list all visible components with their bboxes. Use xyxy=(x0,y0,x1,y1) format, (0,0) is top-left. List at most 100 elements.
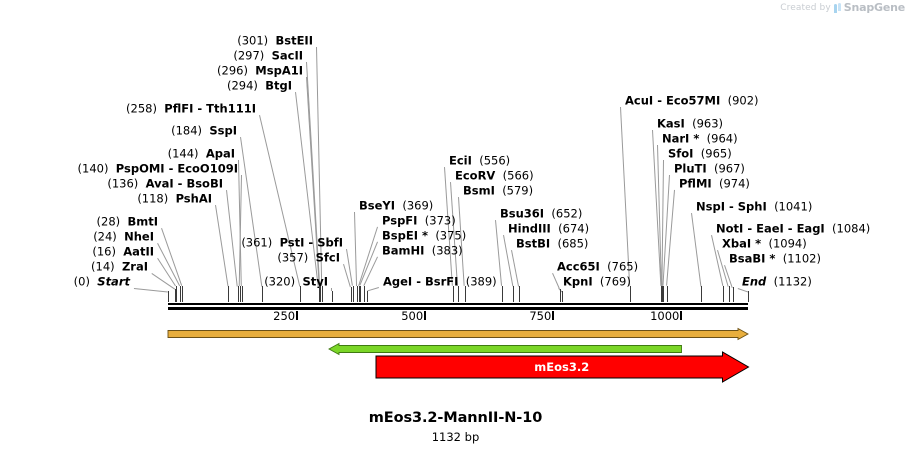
site-tick xyxy=(168,291,169,302)
site-tick xyxy=(318,286,320,302)
site-label-nhei: (24) NheI xyxy=(93,229,154,244)
site-label-acuieco57mi: AcuI - Eco57MI (902) xyxy=(625,93,759,108)
ruler-label-500: 500 xyxy=(401,309,424,323)
site-label-ecorv: EcoRV (566) xyxy=(455,168,534,183)
site-label-nari: NarI * (964) xyxy=(662,131,738,146)
site-tick xyxy=(667,286,669,302)
site-label-zrai: (14) ZraI xyxy=(91,259,148,274)
site-label-bseyi: BseYI (369) xyxy=(359,198,434,213)
site-tick xyxy=(322,286,324,302)
site-label-notieaeieagi: NotI - EaeI - EagI (1084) xyxy=(716,221,871,236)
site-tick xyxy=(364,286,366,302)
site-label-sfoi: SfoI (965) xyxy=(668,146,732,161)
site-tick xyxy=(367,291,369,302)
leader-line xyxy=(226,190,238,287)
site-label-pspfi: PspFI (373) xyxy=(382,213,456,228)
site-tick xyxy=(661,286,663,302)
site-label-xbai: XbaI * (1094) xyxy=(722,236,807,251)
site-label-pflmi: PflMI (974) xyxy=(679,176,750,191)
leader-line xyxy=(503,235,514,287)
construct-length: 1132 bp xyxy=(431,430,480,444)
site-tick xyxy=(662,286,664,302)
site-tick xyxy=(502,286,504,302)
site-tick xyxy=(241,286,243,302)
site-tick xyxy=(175,288,177,302)
site-tick xyxy=(663,286,665,302)
site-label-pluti: PluTI (967) xyxy=(674,161,745,176)
site-tick xyxy=(360,286,362,302)
leader-line xyxy=(737,288,748,293)
leader-line xyxy=(367,287,379,292)
leader-line xyxy=(240,137,263,287)
feature-arrow-mEos3.2 xyxy=(375,351,749,383)
site-label-bspei: BspEI * (375) xyxy=(382,228,467,243)
snapgene-watermark: Created by SnapGene xyxy=(780,2,905,14)
site-label-pshai: (118) PshAI xyxy=(137,191,212,206)
site-tick xyxy=(319,286,321,302)
site-tick xyxy=(748,291,749,302)
site-label-bmti: (28) BmtI xyxy=(96,214,158,229)
site-tick xyxy=(732,287,734,302)
ruler-label-750: 750 xyxy=(529,309,552,323)
snapgene-logo-icon xyxy=(833,2,841,14)
site-tick xyxy=(452,286,454,302)
site-tick xyxy=(300,286,302,302)
site-label-kasi: KasI (963) xyxy=(657,116,724,131)
site-label-bsabi: BsaBI * (1102) xyxy=(729,251,821,266)
site-label-end: End (1132) xyxy=(742,274,812,289)
site-label-pstisbfi: (361) PstI - SbfI xyxy=(241,235,343,250)
site-tick xyxy=(262,286,264,302)
site-label-bsu36i: Bsu36I (652) xyxy=(500,206,583,221)
site-tick xyxy=(180,286,182,302)
site-label-ecii: EciI (556) xyxy=(449,153,511,168)
site-label-kpni: KpnI (769) xyxy=(563,274,631,289)
site-tick xyxy=(559,288,561,302)
site-label-btgi: (294) BtgI xyxy=(226,78,292,93)
site-tick xyxy=(701,286,703,302)
site-tick xyxy=(513,286,515,302)
site-label-mspa1i: (296) MspA1I xyxy=(217,63,303,78)
site-label-bsmi: BsmI (579) xyxy=(463,183,534,198)
ruler-tick-250 xyxy=(296,311,299,320)
ruler-label-1000: 1000 xyxy=(650,309,680,323)
site-tick xyxy=(237,286,239,302)
site-label-sspi: (184) SspI xyxy=(171,123,237,138)
site-tick xyxy=(228,286,230,302)
backbone-rule-t xyxy=(168,303,748,305)
leader-line xyxy=(354,212,358,287)
site-label-sfci: (357) SfcI xyxy=(277,250,340,265)
site-label-bsteii: (301) BstEII xyxy=(237,33,313,48)
site-label-nspisphi: NspI - SphI (1041) xyxy=(696,199,813,214)
feature-arrow-orange-region xyxy=(167,327,749,340)
site-tick xyxy=(320,286,322,302)
site-label-bstbi: BstBI (685) xyxy=(516,236,589,251)
watermark-created-by-label: Created by xyxy=(780,3,831,13)
construct-title: mEos3.2-MannII-N-10 xyxy=(368,410,543,426)
feature-label-mEos3.2: mEos3.2 xyxy=(534,360,590,374)
leader-line xyxy=(133,288,168,293)
site-label-avaibsobi: (136) AvaI - BsoBI xyxy=(107,176,223,191)
feature-arrow-green-region xyxy=(327,342,682,355)
site-tick xyxy=(723,286,725,302)
ruler-tick-1000 xyxy=(680,311,683,320)
site-label-sacii: (297) SacII xyxy=(233,48,303,63)
leader-line xyxy=(552,273,560,290)
site-tick xyxy=(630,286,632,302)
site-tick xyxy=(357,286,359,302)
site-tick xyxy=(176,286,178,302)
leader-line xyxy=(691,213,702,287)
site-tick xyxy=(458,286,459,302)
site-tick xyxy=(352,286,354,302)
site-label-pspomiecoo109i: (140) PspOMI - EcoO109I xyxy=(77,161,238,176)
site-tick xyxy=(331,291,333,302)
leader-line xyxy=(215,205,229,287)
site-label-pflfitth111i: (258) PflFI - Tth111I xyxy=(126,101,256,116)
watermark-brand-label: SnapGene xyxy=(843,1,905,14)
ruler-tick-750 xyxy=(552,311,555,320)
site-tick xyxy=(359,286,361,302)
site-tick xyxy=(728,286,730,302)
site-label-aatii: (16) AatII xyxy=(92,244,154,259)
site-label-acc65i: Acc65I (765) xyxy=(557,259,639,274)
site-tick xyxy=(464,286,466,302)
